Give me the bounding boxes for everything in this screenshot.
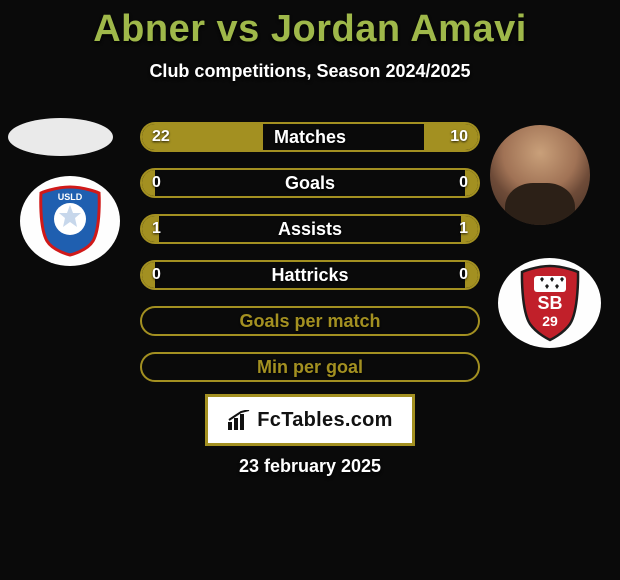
club-right-badge: SB 29 xyxy=(498,258,601,348)
club-left-badge: USLD xyxy=(20,176,120,266)
stat-label: Goals xyxy=(142,170,478,196)
svg-text:USLD: USLD xyxy=(58,192,83,202)
player-left-avatar xyxy=(8,118,113,156)
stat-row-matches: 22 Matches 10 xyxy=(140,122,480,152)
stat-label: Goals per match xyxy=(142,308,478,334)
stat-label: Hattricks xyxy=(142,262,478,288)
stat-row-goals: 0 Goals 0 xyxy=(140,168,480,198)
stat-row-goals-per-match: Goals per match xyxy=(140,306,480,336)
stat-label: Min per goal xyxy=(142,354,478,380)
stat-label: Matches xyxy=(142,124,478,150)
page-subtitle: Club competitions, Season 2024/2025 xyxy=(0,61,620,82)
footer-date: 23 february 2025 xyxy=(0,456,620,477)
stats-table: 22 Matches 10 0 Goals 0 1 Assists 1 0 Ha… xyxy=(140,122,480,398)
brand-text: FcTables.com xyxy=(257,409,393,432)
stat-value-right: 1 xyxy=(449,216,478,242)
chart-icon xyxy=(227,410,251,430)
club-left-shield-icon: USLD xyxy=(35,185,105,257)
stat-row-assists: 1 Assists 1 xyxy=(140,214,480,244)
stat-value-right: 0 xyxy=(449,262,478,288)
stat-value-right: 0 xyxy=(449,170,478,196)
stat-label: Assists xyxy=(142,216,478,242)
stat-row-hattricks: 0 Hattricks 0 xyxy=(140,260,480,290)
stat-value-right: 10 xyxy=(440,124,478,150)
stat-row-min-per-goal: Min per goal xyxy=(140,352,480,382)
page-title: Abner vs Jordan Amavi xyxy=(0,0,620,51)
player-right-avatar xyxy=(490,125,590,225)
svg-text:29: 29 xyxy=(542,313,558,329)
brand-box: FcTables.com xyxy=(205,394,415,446)
comparison-infographic: Abner vs Jordan Amavi Club competitions,… xyxy=(0,0,620,580)
club-right-crest-icon: SB 29 xyxy=(516,264,584,342)
svg-text:SB: SB xyxy=(537,293,562,313)
